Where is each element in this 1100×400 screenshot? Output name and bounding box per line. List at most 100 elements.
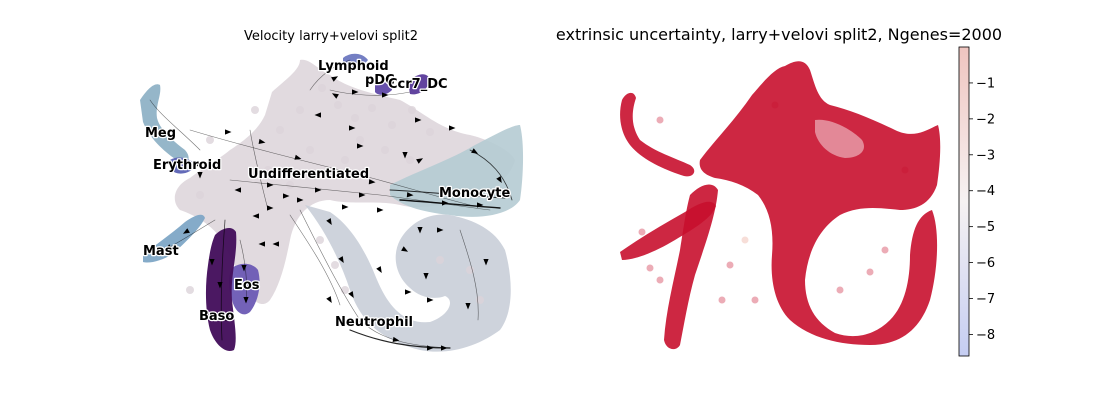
colorbar-ticks: −1 −2 −3 −4 −5 −6 −7 −8 <box>969 76 995 343</box>
velocity-arrowhead <box>197 172 203 179</box>
streamline <box>389 189 506 199</box>
colorbar-tick-label: −1 <box>976 76 995 91</box>
velocity-arrowhead <box>349 125 356 131</box>
velocity-arrowhead <box>326 296 332 304</box>
streamline <box>289 214 341 306</box>
velocity-arrowhead <box>442 200 449 206</box>
colorbar-tick-label: −5 <box>976 220 995 235</box>
colorbar-tick-label: −4 <box>976 184 995 199</box>
velocity-arrowhead <box>477 202 484 208</box>
uncertainty-panel-title: extrinsic uncertainty, larry+velovi spli… <box>556 25 1002 44</box>
cluster-label-ccr7-dc: Ccr7_DC <box>388 77 448 92</box>
velocity-arrowhead <box>294 154 302 160</box>
velocity-arrowhead <box>437 227 444 233</box>
cluster-monocyte-points <box>390 125 524 217</box>
cluster-label-monocyte: Monocyte <box>439 186 510 201</box>
velocity-arrowhead <box>267 205 274 211</box>
colorbar-gradient <box>958 46 970 357</box>
velocity-arrowhead <box>496 176 502 184</box>
velocity-arrowhead <box>342 204 349 210</box>
streamline <box>189 129 471 206</box>
velocity-arrowhead <box>449 125 456 131</box>
velocity-arrowhead <box>415 117 422 123</box>
cluster-labels: Lymphoid pDC Ccr7_DC Meg Erythroid Undif… <box>142 58 512 332</box>
velocity-arrowhead <box>423 273 429 280</box>
velocity-arrowhead <box>164 244 172 250</box>
velocity-arrowhead <box>331 168 339 175</box>
velocity-arrowhead <box>283 193 290 199</box>
cluster-label-undifferentiated: Undifferentiated <box>248 167 369 182</box>
velocity-arrowhead <box>314 112 321 118</box>
streamline <box>220 219 226 341</box>
streamline <box>349 329 451 349</box>
undifferentiated-scatter-points <box>186 84 484 304</box>
streamline <box>329 89 411 96</box>
velocity-arrowhead <box>192 161 200 167</box>
velocity-arrowhead <box>258 138 266 145</box>
streamline <box>239 239 247 301</box>
velocity-arrowhead <box>368 179 376 185</box>
velocity-arrowhead <box>234 187 241 193</box>
streamline <box>309 59 351 91</box>
streamline <box>154 219 216 256</box>
cluster-label-lymphoid: Lymphoid <box>318 59 389 74</box>
velocity-arrowhead <box>471 148 479 154</box>
velocity-arrowhead <box>416 158 424 164</box>
cluster-undifferentiated-points <box>174 59 515 305</box>
cluster-label-mast: Mast <box>143 244 179 259</box>
point-region-lower-arm <box>664 184 718 350</box>
velocity-arrowhead <box>406 192 414 198</box>
cluster-label-meg: Meg <box>145 126 176 141</box>
velocity-arrowhead <box>338 256 344 264</box>
velocity-arrowhead <box>241 265 247 272</box>
point-region-upper-hole <box>815 119 865 158</box>
velocity-arrowhead <box>441 345 448 351</box>
cluster-mast-points <box>143 214 205 263</box>
velocity-arrowhead <box>359 192 366 198</box>
velocity-panel-title: Velocity larry+velovi split2 <box>244 29 418 44</box>
velocity-panel: Velocity larry+velovi split2 <box>140 29 524 352</box>
cluster-label-pdc: pDC <box>365 73 395 88</box>
cluster-label-erythroid: Erythroid <box>153 158 221 173</box>
colorbar-tick-label: −2 <box>976 112 995 127</box>
velocity-arrowhead <box>182 228 190 234</box>
velocity-arrowhead <box>465 303 471 310</box>
velocity-arrowhead <box>252 213 259 219</box>
cluster-eos-points <box>229 263 260 315</box>
cluster-neutrophil-points <box>305 205 511 352</box>
velocity-arrowhead <box>315 187 322 193</box>
colorbar-tick-label: −3 <box>976 148 995 163</box>
velocity-arrowhead <box>483 259 489 266</box>
colorbar-tick-label: −8 <box>976 328 995 343</box>
velocity-arrowhead <box>243 297 249 304</box>
velocity-arrowhead <box>427 345 434 351</box>
velocity-arrowhead <box>377 207 384 213</box>
uncertainty-outlier-points <box>638 101 909 304</box>
velocity-arrowhead <box>331 76 339 82</box>
velocity-arrowhead <box>405 289 412 295</box>
velocity-arrowhead <box>402 152 408 159</box>
velocity-arrowhead <box>225 129 232 135</box>
streamline <box>229 179 491 211</box>
colorbar-tick-label: −7 <box>976 292 995 307</box>
velocity-arrowhead <box>392 336 400 343</box>
uncertainty-panel: extrinsic uncertainty, larry+velovi spli… <box>556 25 1002 357</box>
cluster-erythroid-points <box>170 157 196 174</box>
velocity-arrowhead <box>376 266 382 274</box>
velocity-arrowhead <box>352 89 359 95</box>
velocity-arrowhead <box>209 259 215 266</box>
streamline <box>249 129 269 211</box>
velocity-arrowhead <box>272 241 279 247</box>
cluster-label-eos: Eos <box>234 278 260 293</box>
velocity-arrowhead <box>382 92 389 98</box>
velocity-arrowhead <box>217 282 223 289</box>
velocity-arrowhead <box>331 93 339 99</box>
point-region-hook <box>620 92 695 177</box>
cluster-meg-points <box>140 84 189 163</box>
velocity-arrowhead <box>223 315 229 322</box>
point-region-interior-hole <box>819 228 900 315</box>
cluster-pdc-points <box>375 82 392 95</box>
velocity-arrowheads <box>164 76 502 351</box>
